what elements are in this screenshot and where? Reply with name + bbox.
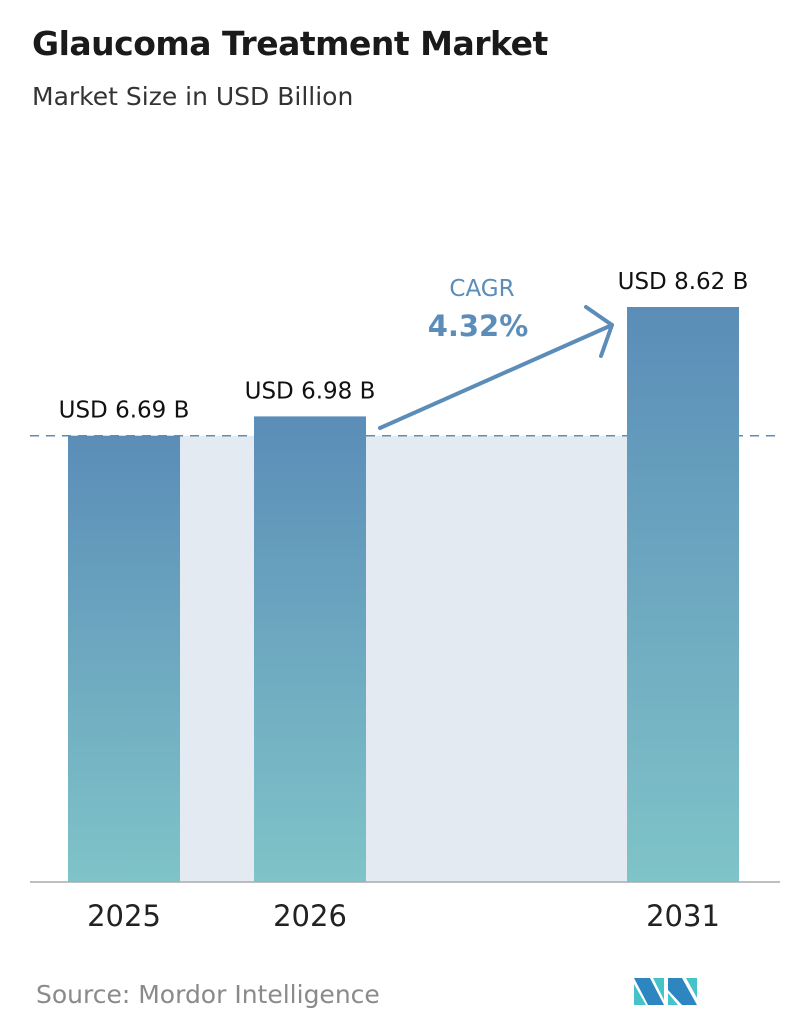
- x-tick-2025: 2025: [87, 899, 161, 933]
- data-label-2031: USD 8.62 B: [618, 269, 749, 295]
- x-tick-2026: 2026: [273, 899, 347, 933]
- cagr-label: CAGR: [449, 276, 514, 302]
- cagr-arrowhead: [584, 305, 614, 358]
- bar-2026: [254, 416, 366, 882]
- data-label-2025: USD 6.69 B: [59, 398, 190, 424]
- chart-subtitle: Market Size in USD Billion: [32, 82, 354, 111]
- bar-2025: [68, 435, 180, 882]
- chart-title: Glaucoma Treatment Market: [32, 24, 548, 63]
- cagr-value: 4.32%: [428, 309, 529, 343]
- data-label-2026: USD 6.98 B: [245, 378, 376, 404]
- cagr-arrow: [378, 323, 614, 430]
- x-tick-2031: 2031: [646, 899, 720, 933]
- bar-2031: [627, 307, 739, 882]
- source-note: Source: Mordor Intelligence: [36, 980, 380, 1009]
